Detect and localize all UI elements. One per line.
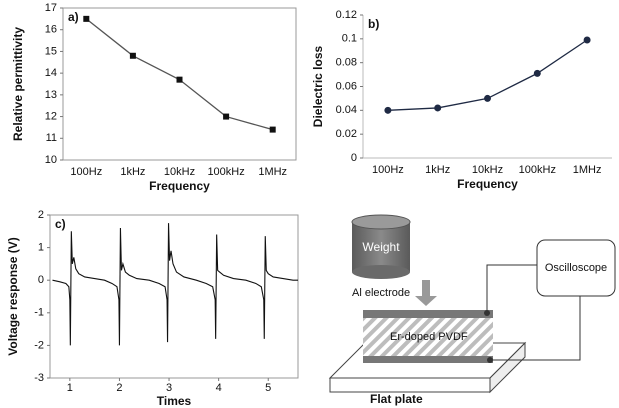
x-tick-label: 10kHz [472, 164, 503, 176]
film-label: Er-doped PVDF [390, 331, 468, 343]
oscilloscope-label: Oscilloscope [545, 262, 607, 274]
wire [490, 296, 581, 361]
y-tick-label: 0.06 [336, 80, 357, 92]
y-tick-label: 17 [45, 2, 57, 14]
weight-bottom [352, 265, 410, 279]
marker [129, 52, 136, 59]
y-tick-label: 11 [46, 132, 57, 144]
flat-plate-front [329, 377, 491, 393]
x-tick-label: 100kHz [207, 166, 244, 178]
marker [533, 69, 541, 77]
y-tick-label: 0.02 [336, 128, 357, 140]
y-tick-label: 15 [45, 45, 57, 57]
y-tick-label: -3 [34, 372, 44, 384]
x-axis-label: Times [157, 394, 192, 408]
x-tick-label: 1MHz [258, 166, 287, 178]
y-tick-label: 0 [351, 152, 357, 164]
wire [486, 264, 537, 313]
marker [83, 15, 90, 22]
arrow-head [415, 296, 437, 306]
weight-top [351, 214, 411, 230]
panel-label: a) [68, 10, 79, 24]
weight-body [352, 222, 410, 272]
x-tick-label: 1kHz [425, 164, 450, 176]
marker [223, 113, 230, 120]
electrode-label: Al electrode [352, 287, 410, 299]
panel-label: c) [55, 217, 66, 231]
y-tick-label: 0.12 [336, 9, 357, 21]
marker [434, 104, 442, 112]
plate-label: Flat plate [370, 392, 423, 406]
y-tick-label: 0.08 [336, 57, 357, 69]
x-tick-label: 1MHz [573, 164, 602, 176]
y-tick-label: -1 [34, 307, 44, 319]
x-tick-label: 1 [67, 382, 73, 394]
plot-frame [62, 7, 297, 161]
y-tick-label: 0 [38, 274, 44, 286]
x-axis-label: Frequency [149, 179, 210, 193]
marker [176, 76, 183, 83]
top-electrode [363, 310, 493, 318]
y-tick-label: 0.04 [336, 104, 357, 116]
y-axis-label: Voltage response (V) [6, 237, 20, 355]
x-tick-label: 5 [265, 382, 271, 394]
marker [384, 106, 392, 114]
panel-label: b) [368, 17, 379, 31]
bottom-electrode [363, 356, 493, 363]
y-tick-label: 10 [45, 154, 57, 166]
y-tick-label: 2 [38, 209, 44, 221]
oscilloscope-box [536, 239, 616, 297]
y-tick-label: 14 [45, 67, 57, 79]
y-tick-label: 1 [38, 242, 44, 254]
x-tick-label: 100Hz [372, 164, 404, 176]
x-tick-label: 3 [166, 382, 172, 394]
plot-frame [49, 214, 299, 379]
x-tick-label: 100kHz [519, 164, 556, 176]
weight-label: Weight [362, 240, 400, 254]
y-tick-label: -2 [34, 339, 44, 351]
x-tick-label: 100Hz [70, 166, 102, 178]
y-tick-label: 13 [45, 89, 57, 101]
y-axis-label: Dielectric loss [311, 45, 325, 127]
x-tick-label: 4 [216, 382, 222, 394]
flat-plate-side [489, 341, 526, 394]
arrow-shaft [422, 280, 430, 296]
marker [583, 36, 591, 44]
data-line [85, 18, 273, 131]
data-line [52, 223, 298, 346]
y-tick-label: 12 [45, 110, 57, 122]
y-axis-label: Relative permittivity [11, 27, 25, 141]
marker [484, 94, 491, 102]
x-tick-label: 2 [116, 382, 122, 394]
x-tick-label: 10kHz [164, 166, 195, 178]
diagram: d) Weight Oscilloscope Al electrode Er-d… [328, 214, 616, 406]
y-tick-label: 0.1 [342, 33, 357, 45]
x-tick-label: 1kHz [120, 166, 145, 178]
marker [269, 126, 276, 133]
pvdf-film [363, 318, 493, 356]
x-axis-label: Frequency [457, 177, 518, 191]
y-tick-label: 16 [45, 24, 57, 36]
